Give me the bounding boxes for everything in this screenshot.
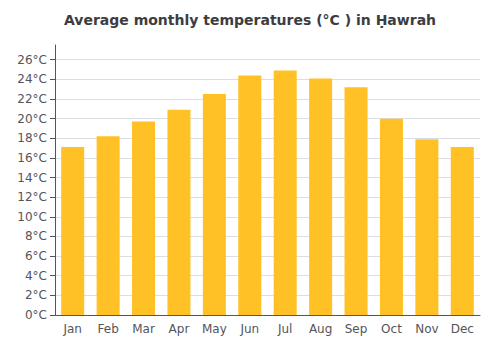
svg-text:Sep: Sep <box>345 322 368 336</box>
svg-text:Average monthly temperatures (: Average monthly temperatures (°C ) in Ḥa… <box>64 12 436 28</box>
svg-text:2°C: 2°C <box>25 288 47 302</box>
svg-text:12°C: 12°C <box>17 190 47 204</box>
svg-text:Jan: Jan <box>62 322 82 336</box>
svg-text:22°C: 22°C <box>17 92 47 106</box>
svg-text:26°C: 26°C <box>17 53 47 67</box>
svg-text:May: May <box>202 322 227 336</box>
svg-text:10°C: 10°C <box>17 210 47 224</box>
svg-text:6°C: 6°C <box>25 249 47 263</box>
svg-text:18°C: 18°C <box>17 131 47 145</box>
svg-text:Oct: Oct <box>381 322 402 336</box>
svg-text:Jun: Jun <box>239 322 259 336</box>
svg-text:24°C: 24°C <box>17 72 47 86</box>
svg-text:8°C: 8°C <box>25 229 47 243</box>
svg-text:Apr: Apr <box>169 322 190 336</box>
svg-text:Mar: Mar <box>132 322 155 336</box>
svg-text:4°C: 4°C <box>25 269 47 283</box>
svg-text:0°C: 0°C <box>25 308 47 322</box>
svg-text:Nov: Nov <box>415 322 438 336</box>
svg-text:14°C: 14°C <box>17 171 47 185</box>
svg-text:Aug: Aug <box>309 322 332 336</box>
svg-text:Jul: Jul <box>277 322 292 336</box>
svg-text:Dec: Dec <box>451 322 474 336</box>
svg-text:16°C: 16°C <box>17 151 47 165</box>
svg-text:Feb: Feb <box>98 322 119 336</box>
svg-text:20°C: 20°C <box>17 112 47 126</box>
